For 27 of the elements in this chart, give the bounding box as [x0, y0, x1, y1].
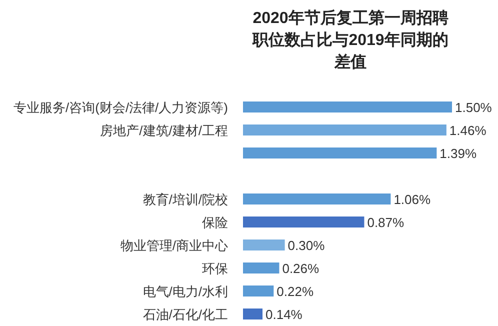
data-label: 1.46% — [449, 123, 487, 138]
bar — [243, 102, 452, 112]
y-tick-label: 保险 — [202, 215, 228, 230]
chart-title: 2020年节后复工第一周招聘职位数占比与2019年同期的差值 — [251, 8, 450, 73]
data-label: 1.06% — [394, 192, 431, 207]
bar — [243, 240, 285, 250]
data-label: 0.30% — [288, 238, 326, 253]
data-label: 0.26% — [282, 261, 320, 276]
bar — [243, 262, 280, 274]
bar — [243, 124, 446, 136]
y-tick-label: 教育/培训/院校 — [142, 192, 228, 207]
data-label: 0.14% — [266, 307, 303, 322]
bar — [243, 216, 364, 228]
y-tick-label: 专业服务/咨询(财会/法律/人力资源等) — [14, 100, 228, 115]
data-label: 0.87% — [367, 215, 405, 230]
bar — [243, 286, 274, 296]
data-label: 1.39% — [440, 146, 477, 161]
bar — [243, 308, 263, 320]
data-label: 1.50% — [455, 100, 492, 115]
data-label: 0.22% — [276, 284, 314, 299]
bar — [243, 148, 437, 158]
y-tick-label: 电气/电力/水利 — [142, 284, 228, 299]
y-tick-label: 物业管理/商业中心 — [120, 238, 228, 253]
bar — [243, 194, 391, 204]
y-tick-label: 环保 — [202, 261, 228, 276]
y-tick-label: 石油/石化/化工 — [142, 307, 228, 322]
y-tick-label: 房地产/建筑/建材/工程 — [100, 123, 228, 138]
